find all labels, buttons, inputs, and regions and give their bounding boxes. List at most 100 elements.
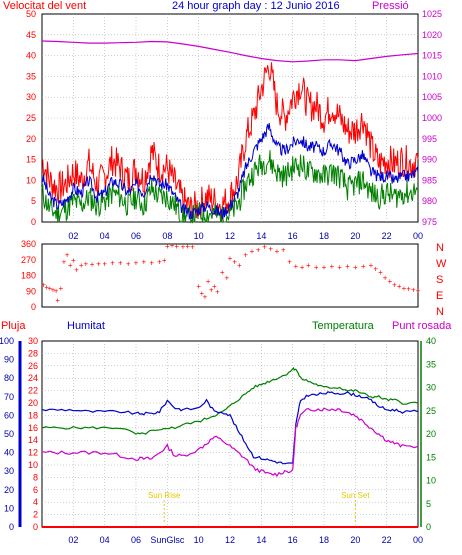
direction-point: + <box>275 247 280 256</box>
direction-point: + <box>314 263 319 272</box>
direction-point: + <box>62 258 67 267</box>
direction-point: + <box>329 262 334 271</box>
temperature-line <box>41 366 419 435</box>
temp-y-tick-label: 20 <box>28 398 38 408</box>
wind-x-tick-label: 02 <box>68 231 78 241</box>
direction-point: + <box>337 263 342 272</box>
pressure-y-tick-label: 1015 <box>422 51 442 61</box>
pluja-y-tick-label: 90 <box>4 355 14 365</box>
punt-y-tick-label: 20 <box>426 429 436 439</box>
pluja-y-tick-label: 100 <box>0 336 14 346</box>
direction-y-tick-label: 0 <box>31 302 36 312</box>
direction-point: + <box>47 284 52 293</box>
direction-y-tick-label: 180 <box>21 271 36 281</box>
direction-point: + <box>212 282 217 291</box>
direction-point: + <box>373 265 378 274</box>
direction-point: + <box>392 280 397 289</box>
compass-label: W <box>436 258 447 270</box>
wind-speed-label: Velocitat del vent <box>3 0 87 12</box>
wind-y-tick-label: 15 <box>26 155 36 165</box>
lower-x-tick-label: 02 <box>68 535 78 545</box>
direction-point: + <box>110 258 115 267</box>
pluja-y-tick-label: 50 <box>4 429 14 439</box>
punt-y-tick-label: 0 <box>426 522 431 532</box>
pressure-y-tick-label: 1010 <box>422 71 442 81</box>
wind-y-tick-label: 30 <box>26 92 36 102</box>
compass-label: N <box>436 306 444 318</box>
direction-point: + <box>361 262 366 271</box>
direction-point: + <box>162 256 167 265</box>
wind-x-tick-label: 18 <box>319 231 329 241</box>
pressure-y-tick-label: 975 <box>422 217 437 227</box>
direction-point: + <box>181 243 186 252</box>
wind-x-tick-label: 08 <box>162 231 172 241</box>
punt-y-tick-label: 15 <box>426 452 436 462</box>
compass-label: N <box>436 242 444 254</box>
direction-point: + <box>203 293 208 302</box>
direction-point: + <box>406 285 411 294</box>
dewpoint-label: Punt rosada <box>392 320 452 332</box>
dewpoint-line <box>41 407 419 478</box>
temp-y-tick-label: 28 <box>28 348 38 358</box>
direction-point: + <box>118 258 123 267</box>
direction-point: + <box>369 261 374 270</box>
direction-point: + <box>250 247 255 256</box>
direction-point: + <box>126 259 131 268</box>
temp-y-tick-label: 2 <box>33 510 38 520</box>
direction-point: + <box>74 265 79 274</box>
direction-point: + <box>102 259 107 268</box>
direction-point: + <box>79 261 84 270</box>
direction-point: + <box>237 261 242 270</box>
lower-x-tick-label: 00 <box>413 535 423 545</box>
direction-point: + <box>185 242 190 251</box>
wind-y-tick-label: 20 <box>26 134 36 144</box>
pressure-y-tick-label: 980 <box>422 196 437 206</box>
direction-point: + <box>300 263 305 272</box>
direction-point: + <box>41 280 46 289</box>
direction-point: + <box>55 296 60 305</box>
rain-label: Pluja <box>1 320 26 332</box>
pressure-y-tick-label: 1000 <box>422 113 442 123</box>
pressure-y-tick-label: 1020 <box>422 30 442 40</box>
pluja-y-tick-label: 10 <box>4 503 14 513</box>
temp-y-tick-label: 0 <box>33 522 38 532</box>
temp-y-tick-label: 6 <box>33 485 38 495</box>
wind-y-tick-label: 5 <box>31 196 36 206</box>
wind-x-tick-label: 06 <box>131 231 141 241</box>
direction-point: + <box>54 286 59 295</box>
direction-point: + <box>68 261 73 270</box>
temp-y-tick-label: 26 <box>28 361 38 371</box>
wind-y-tick-label: 10 <box>26 175 36 185</box>
temp-y-tick-label: 14 <box>28 435 38 445</box>
wind-y-tick-label: 25 <box>26 113 36 123</box>
pressure-y-tick-label: 995 <box>422 134 437 144</box>
punt-y-tick-label: 10 <box>426 476 436 486</box>
direction-point: + <box>243 251 248 260</box>
pluja-y-tick-label: 70 <box>4 392 14 402</box>
temperature-label: Temperatura <box>312 320 374 332</box>
lower-x-tick-label: 14 <box>256 535 266 545</box>
punt-y-tick-label: 35 <box>426 359 436 369</box>
sunset-label: Sun Set <box>341 491 370 500</box>
direction-point: + <box>141 258 146 267</box>
direction-point: + <box>90 260 95 269</box>
direction-point: + <box>293 262 298 271</box>
direction-point: + <box>199 289 204 298</box>
temp-y-tick-label: 22 <box>28 386 38 396</box>
wind-average-line <box>41 123 419 221</box>
direction-point: + <box>225 273 230 282</box>
pluja-y-tick-label: 60 <box>4 410 14 420</box>
wind-x-tick-label: 04 <box>100 231 110 241</box>
temp-y-tick-label: 30 <box>28 336 38 346</box>
direction-point: + <box>149 258 154 267</box>
direction-point: + <box>71 256 76 265</box>
temp-y-tick-label: 16 <box>28 423 38 433</box>
compass-label: S <box>436 274 443 286</box>
sunrise-label: Sun Rise <box>148 491 181 500</box>
lower-x-tick-label: 10 <box>194 535 204 545</box>
direction-point: + <box>378 268 383 277</box>
direction-point: + <box>287 258 292 267</box>
direction-point: + <box>209 286 214 295</box>
punt-y-tick-label: 40 <box>426 336 436 346</box>
